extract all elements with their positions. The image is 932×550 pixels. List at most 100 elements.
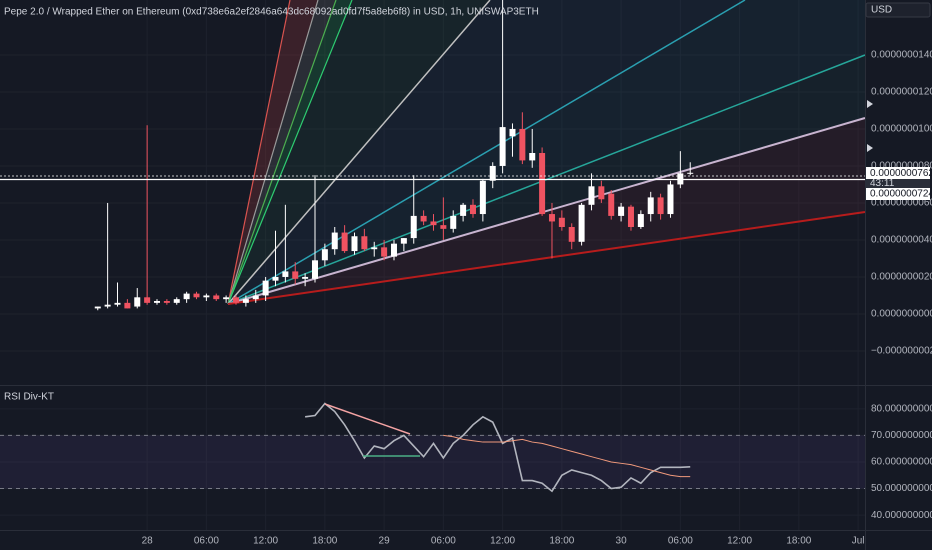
candle-body (618, 206, 625, 216)
candle-body (223, 297, 230, 300)
candle-body (252, 295, 259, 300)
candle-body (568, 227, 575, 242)
rsi-line (305, 402, 691, 493)
y-tick-label: 50.000000000000 (871, 483, 932, 494)
candle-body (578, 204, 585, 242)
rsi-divergence (324, 403, 420, 457)
candle-body (460, 204, 467, 216)
candle-body (104, 304, 111, 307)
countdown-box (866, 179, 930, 188)
y-tick-label: 0.000000014000 (871, 50, 932, 61)
candle-body (282, 271, 289, 277)
candle-body (292, 271, 299, 279)
candle-body (311, 260, 318, 279)
axis-labels: 0.000000014000 0.000000012000 0.0000000100… (142, 50, 932, 547)
y-tick-label: 60.000000000000 (871, 457, 932, 468)
rsi-line (443, 434, 691, 478)
candle-body (687, 172, 694, 174)
candle-body (134, 297, 141, 307)
candle-body (627, 206, 634, 228)
candle-body (321, 249, 328, 261)
candle-body (272, 276, 279, 281)
candle-body (183, 293, 190, 300)
candle-body (499, 127, 506, 166)
y-tick-label: 0.000000006000 (871, 198, 932, 209)
candle-body (509, 128, 516, 137)
fan-line (227, 0, 337, 305)
price-label: 0.00000007629 (870, 168, 932, 179)
currency-label[interactable]: USD (871, 5, 892, 16)
candle-body (381, 247, 388, 257)
candle-body (203, 295, 210, 298)
candle-body (637, 214, 644, 228)
y-tick-label: 0.000000010000 (871, 124, 932, 135)
y-tick-label: 0.000000000000 (871, 309, 932, 320)
candle-body (489, 165, 496, 181)
candle-body (193, 293, 200, 298)
candle-body (598, 186, 605, 200)
candle-body (420, 215, 427, 222)
candle-body (539, 153, 546, 215)
series-marks (94, 0, 694, 493)
candle-body (479, 180, 486, 215)
x-tick-label: 06:00 (194, 536, 219, 547)
candle-body (440, 225, 447, 229)
x-tick-label: 18:00 (786, 536, 811, 547)
candle-body (331, 232, 338, 250)
chart-title: Pepe 2.0 / Wrapped Ether on Ethereum (0x… (4, 7, 539, 18)
fan-line (227, 0, 491, 305)
candle-body (94, 306, 101, 309)
y-tick-label: 0.000000004000 (871, 235, 932, 246)
candle-body (114, 302, 121, 305)
candle-body (667, 184, 674, 215)
y-tick-label: 80.000000000000 (871, 403, 932, 414)
y-tick-label: −0.000000002000 (871, 346, 932, 357)
y-tick-label: 40.000000000000 (871, 510, 932, 521)
x-tick-label: 30 (616, 536, 628, 547)
price-label-box (866, 188, 930, 200)
candle-body (341, 232, 348, 252)
x-tick-label: 12:00 (490, 536, 515, 547)
candle-body (371, 247, 378, 250)
candle-body (390, 243, 397, 257)
candle-body (213, 295, 220, 300)
y-tick-label: 0.000000002000 (871, 272, 932, 283)
fan-line (227, 0, 319, 305)
x-tick-label: 12:00 (253, 536, 278, 547)
candle-body (558, 217, 565, 228)
fan-line (227, 0, 353, 305)
x-tick-label: 18:00 (549, 536, 574, 547)
x-tick-label: 06:00 (668, 536, 693, 547)
currency-box[interactable] (865, 2, 931, 18)
x-tick-label: 06:00 (431, 536, 456, 547)
fan-line (227, 117, 866, 305)
y-tick-label: 70.000000000000 (871, 430, 932, 441)
x-tick-label: 29 (379, 536, 391, 547)
candle-body (657, 197, 664, 215)
x-tick-label: 28 (142, 536, 154, 547)
price-label: 0.00000007248 (870, 189, 932, 200)
candle-body (430, 221, 437, 226)
x-tick-label: 12:00 (727, 536, 752, 547)
candle-body (519, 128, 526, 161)
candle-body (469, 204, 476, 215)
candle-body (232, 297, 239, 303)
fan-line (227, 211, 866, 305)
fan-line (227, 0, 746, 305)
y-tick-label: 0.000000012000 (871, 87, 932, 98)
indicator-title: RSI Div-KT (4, 392, 54, 403)
candle-body (262, 280, 269, 296)
candle-body (144, 297, 151, 303)
candle-body (173, 299, 180, 303)
divergence-line (324, 403, 411, 435)
candle-body (608, 193, 615, 216)
candle-body (400, 238, 407, 244)
countdown-label: 43:11 (870, 178, 895, 189)
candle-body (163, 301, 170, 303)
candle-body (450, 215, 457, 229)
x-tick-label: Jul (852, 536, 865, 547)
fan-fill (228, 0, 865, 304)
fan-line (227, 0, 291, 305)
candle-body (242, 299, 249, 303)
